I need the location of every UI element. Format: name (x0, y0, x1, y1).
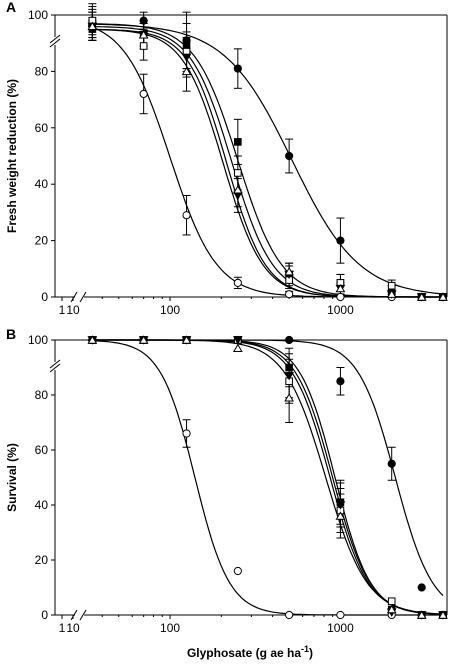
data-point (139, 42, 148, 50)
fitted-curve (88, 339, 444, 615)
data-point (284, 372, 295, 381)
data-point (181, 335, 192, 344)
data-point (284, 267, 295, 276)
data-point (139, 89, 148, 99)
data-point (416, 292, 427, 301)
fitted-curve (88, 339, 444, 597)
data-point (386, 604, 397, 614)
data-point (417, 583, 426, 592)
y-tick-label: 40 (35, 177, 49, 191)
data-point (139, 16, 148, 25)
y-tick-label: 100 (28, 333, 48, 347)
data-point (336, 610, 345, 620)
data-point (232, 343, 243, 352)
fitted-curve (87, 28, 443, 298)
data-point (233, 64, 242, 73)
y-tick-label: 20 (35, 553, 49, 567)
fitted-curve (88, 339, 444, 615)
panel-a: 0 20 40 60 80 100 1 10 100 1000 A Fresh weight redu… (5, 0, 448, 317)
y-tick-label: 80 (35, 64, 49, 78)
y-tick-label: 20 (35, 234, 49, 248)
data-point (438, 292, 448, 301)
data-point (234, 138, 242, 146)
data-point (416, 610, 427, 619)
data-point (182, 211, 191, 220)
panel-label: B (6, 326, 16, 342)
data-point (438, 610, 448, 619)
y-tick-label: 0 (41, 290, 48, 304)
data-point (87, 335, 98, 344)
data-point (138, 30, 149, 39)
data-point (285, 610, 294, 620)
x-tick-label: 1000 (327, 303, 354, 317)
data-point (182, 429, 191, 438)
y-tick-label: 40 (35, 498, 49, 512)
x-tick-label: 100 (160, 303, 180, 317)
axis-break (49, 38, 61, 48)
y-tick-label: 80 (35, 388, 49, 402)
data-point (335, 511, 346, 520)
y-tick-label: 60 (35, 443, 49, 457)
data-point (232, 185, 243, 194)
x-tick-label: 1 (59, 303, 66, 317)
data-point (387, 459, 396, 468)
axis-break (49, 359, 61, 369)
x-tick-label: 10 (66, 621, 80, 635)
x-tick-label: 100 (160, 621, 180, 635)
fitted-curve (87, 23, 443, 298)
data-point (181, 53, 192, 62)
axis-break (79, 291, 87, 303)
data-point (336, 292, 345, 302)
panel-b: 0 20 40 60 80 100 1 10 100 1000 B Survival (%) Glyph… (5, 326, 448, 660)
fitted-curve (88, 339, 444, 615)
y-tick-label: 60 (35, 121, 49, 135)
data-point (284, 393, 295, 402)
data-point (181, 66, 192, 76)
fitted-curve (87, 339, 443, 616)
fitted-curve (87, 28, 443, 298)
y-axis-title: Survival (%) (5, 443, 19, 512)
axis-break (49, 34, 61, 44)
axis-break (49, 363, 61, 373)
data-point (232, 336, 243, 345)
panel-label: A (6, 0, 16, 15)
y-tick-label: 100 (28, 8, 48, 22)
axis-break (70, 291, 78, 303)
y-tick-label: 0 (41, 608, 48, 622)
y-axis-title: Fresh weight reduction (%) (5, 79, 19, 233)
x-tick-label: 1 (59, 621, 66, 635)
data-point (87, 21, 98, 30)
data-point (335, 283, 346, 293)
fitted-curve (87, 25, 443, 298)
data-point (285, 335, 294, 345)
data-point (386, 289, 397, 298)
fitted-curve (87, 25, 443, 298)
data-point (285, 290, 294, 299)
data-point (387, 597, 396, 606)
data-point (138, 335, 149, 344)
x-tick-label: 10 (66, 303, 80, 317)
data-point (285, 363, 293, 372)
x-tick-label: 1000 (327, 621, 354, 635)
data-point (336, 377, 345, 386)
data-point (336, 236, 345, 245)
axis-break (79, 609, 87, 621)
data-point (285, 151, 294, 161)
data-point (335, 501, 346, 510)
x-axis-title: Glyphosate (g ae ha-1) (187, 644, 313, 660)
data-point (233, 566, 242, 576)
data-point (234, 169, 242, 177)
data-point (233, 278, 242, 287)
axis-break (70, 609, 78, 621)
data-point (387, 281, 396, 290)
fitted-curve (88, 339, 444, 615)
